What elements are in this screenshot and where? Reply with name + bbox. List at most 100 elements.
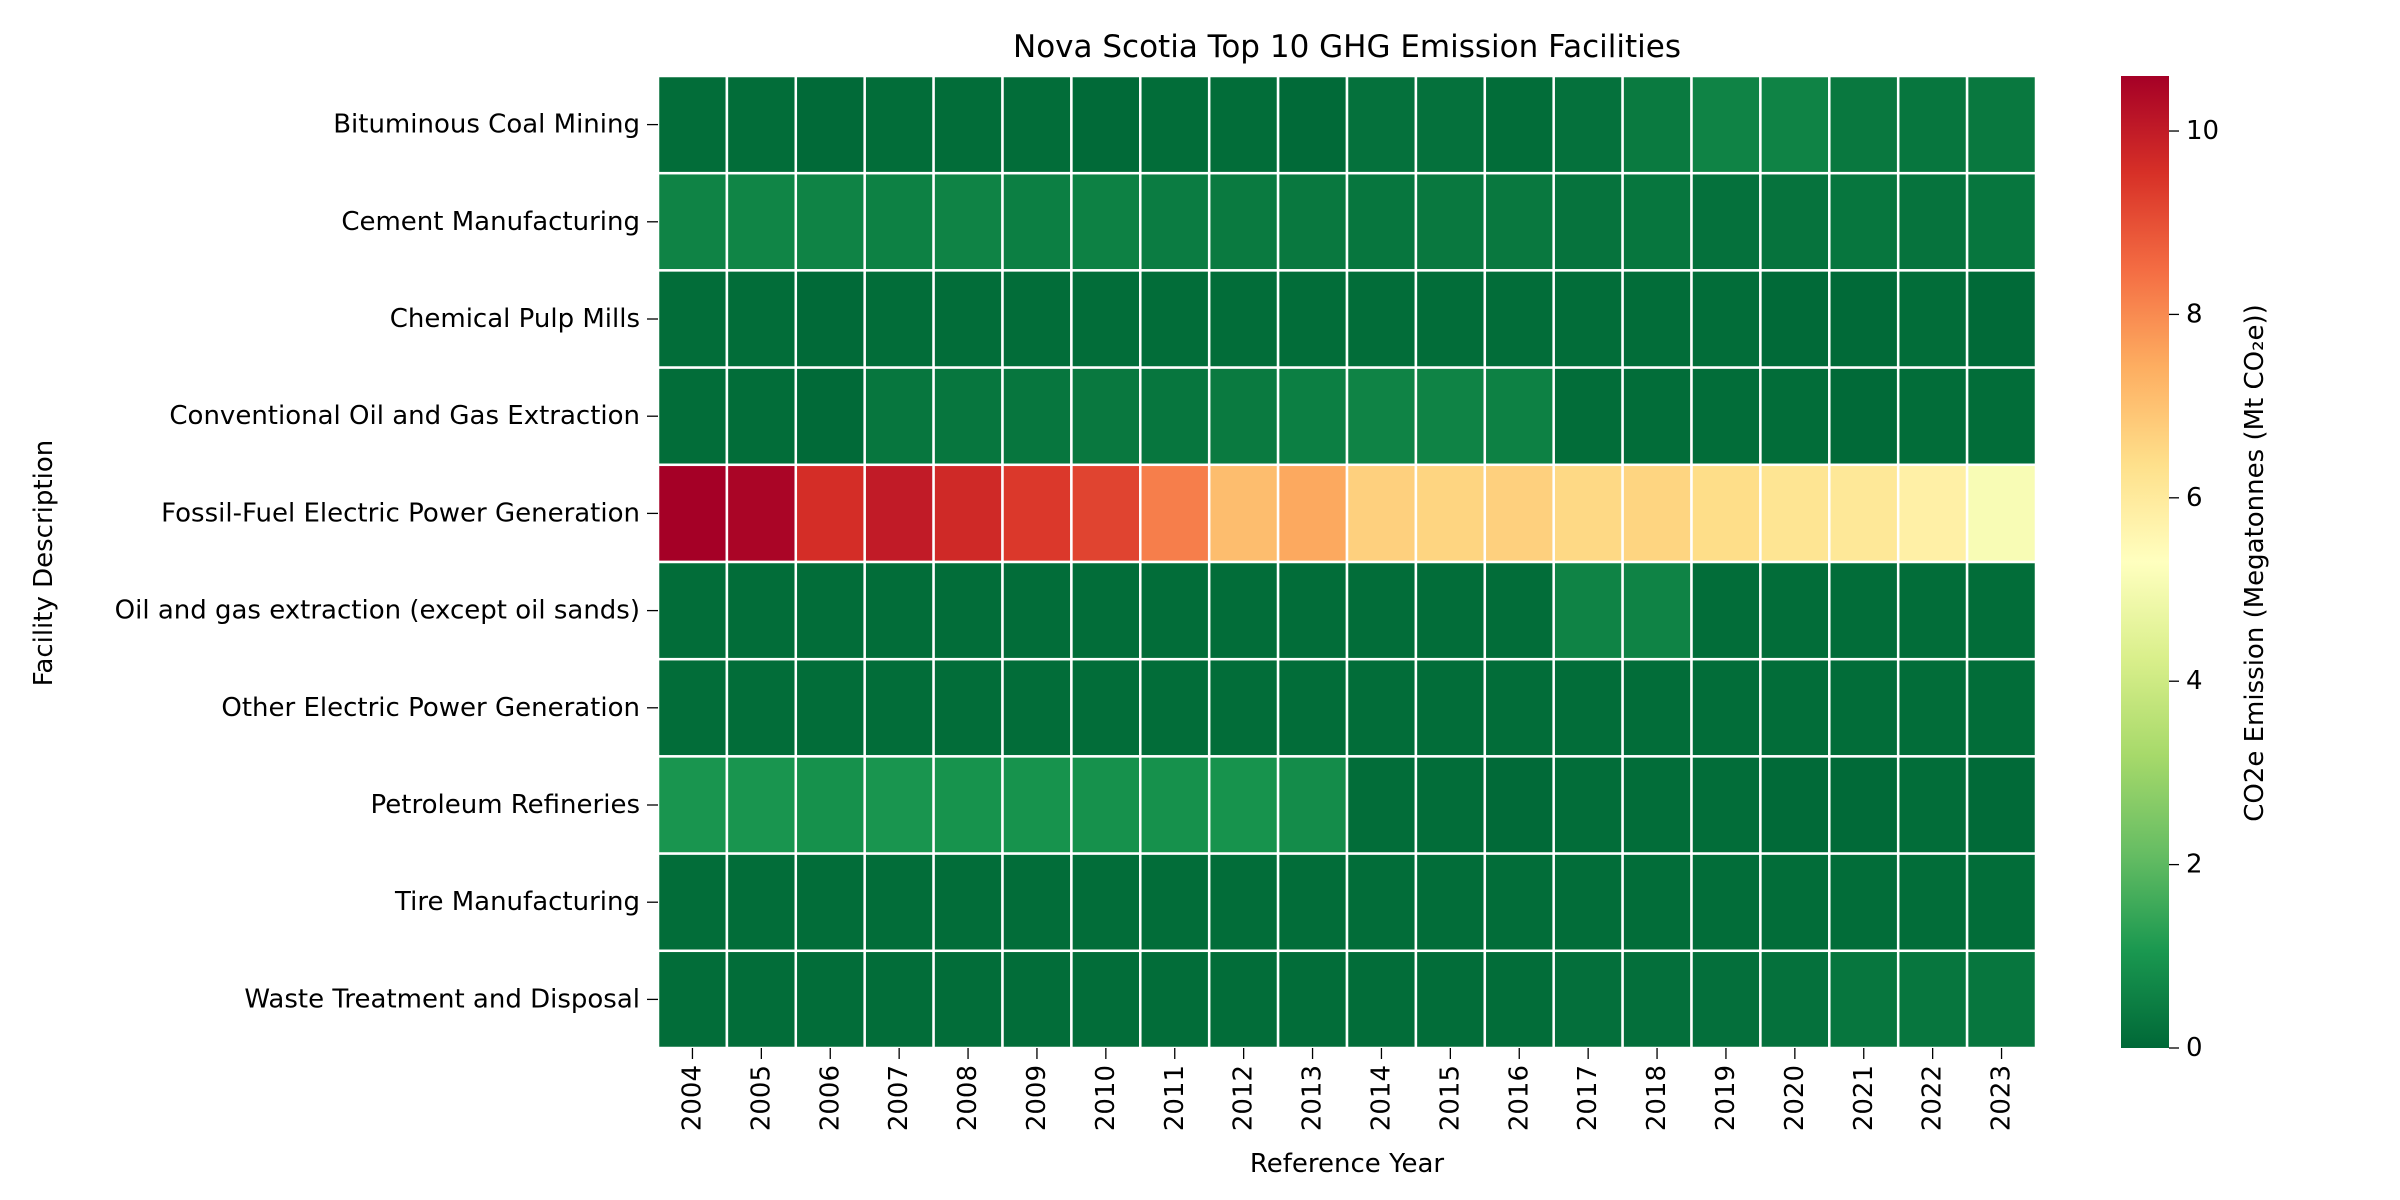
heatmap-cell [1207, 755, 1280, 855]
heatmap-cell [794, 560, 866, 661]
heatmap-cell [1965, 74, 2038, 175]
heatmap-cell [1759, 852, 1831, 953]
heatmap-cell [1965, 171, 2038, 272]
heatmap-cell [1552, 657, 1624, 758]
heatmap-cell [725, 949, 798, 1050]
colorbar-tick-label: 4 [2186, 666, 2203, 696]
heatmap-cell [1896, 74, 1969, 175]
heatmap-cell [794, 366, 866, 467]
heatmap-cell [1965, 463, 2038, 564]
heatmap-cell [1345, 269, 1418, 369]
heatmap-cell [656, 657, 729, 758]
heatmap-cell [1139, 560, 1211, 661]
heatmap-cell [1552, 269, 1624, 369]
x-tick-label: 2021 [1849, 1065, 1879, 1131]
x-tick-label: 2006 [815, 1065, 845, 1131]
heatmap-cell [1414, 949, 1487, 1050]
heatmap-cell [794, 755, 866, 855]
heatmap-cell [1965, 949, 2038, 1050]
heatmap-cell [1207, 657, 1280, 758]
heatmap-cell [725, 560, 798, 661]
heatmap-cell [1207, 74, 1280, 175]
heatmap-cell [725, 74, 798, 175]
heatmap-cell [1552, 852, 1624, 953]
heatmap-cell [725, 171, 798, 272]
heatmap-cells [656, 74, 2038, 1050]
heatmap-cell [1414, 74, 1487, 175]
x-tick-label: 2013 [1298, 1065, 1328, 1131]
heatmap-cell [1690, 949, 1762, 1050]
heatmap-cell [1139, 269, 1211, 369]
heatmap-cell [1139, 657, 1211, 758]
heatmap-cell [725, 657, 798, 758]
heatmap-cell [1621, 852, 1693, 953]
colorbar-tick-label: 10 [2186, 116, 2219, 146]
y-tick-label: Waste Treatment and Disposal [244, 984, 640, 1014]
heatmap-cell [1207, 269, 1280, 369]
heatmap-cell [932, 74, 1004, 175]
y-tick-label: Chemical Pulp Mills [390, 304, 640, 334]
heatmap-cell [1001, 171, 1073, 272]
heatmap-cell [1139, 463, 1211, 564]
heatmap-cell [863, 366, 935, 467]
heatmap-cell [1621, 74, 1693, 175]
heatmap-cell [1552, 463, 1624, 564]
y-tick-label: Oil and gas extraction (except oil sands… [115, 596, 640, 626]
heatmap-cell [725, 366, 798, 467]
heatmap-cell [1828, 560, 1900, 661]
heatmap-cell [1828, 657, 1900, 758]
heatmap-cell [863, 74, 935, 175]
heatmap-cell [863, 755, 935, 855]
heatmap-cell [1139, 755, 1211, 855]
heatmap-cell [1001, 657, 1073, 758]
heatmap-cell [1001, 74, 1073, 175]
x-axis-label: Reference Year [1250, 1149, 1445, 1179]
heatmap-cell [1759, 269, 1831, 369]
heatmap-cell [1759, 171, 1831, 272]
x-tick-label: 2011 [1160, 1065, 1190, 1131]
heatmap-cell [1414, 366, 1487, 467]
heatmap-cell [1828, 463, 1900, 564]
heatmap-cell [1759, 560, 1831, 661]
heatmap-cell [863, 171, 935, 272]
heatmap-cell [1896, 269, 1969, 369]
heatmap-cell [656, 366, 729, 467]
heatmap-cell [863, 852, 935, 953]
heatmap-cell [1552, 755, 1624, 855]
heatmap-cell [1414, 560, 1487, 661]
heatmap-cell [1345, 949, 1418, 1050]
heatmap-cell [1483, 949, 1555, 1050]
heatmap-cell [1207, 949, 1280, 1050]
heatmap-cell [1345, 171, 1418, 272]
heatmap-cell [794, 74, 866, 175]
heatmap-cell [1001, 463, 1073, 564]
heatmap-cell [1001, 949, 1073, 1050]
heatmap-cell [932, 463, 1004, 564]
heatmap-cell [1483, 560, 1555, 661]
heatmap-cell [794, 269, 866, 369]
heatmap-cell [1896, 949, 1969, 1050]
heatmap-cell [656, 74, 729, 175]
heatmap-cell [863, 657, 935, 758]
heatmap-cell [1828, 755, 1900, 855]
x-tick-label: 2007 [884, 1065, 914, 1131]
heatmap-cell [1414, 852, 1487, 953]
heatmap-cell [1552, 949, 1624, 1050]
heatmap-cell [1070, 949, 1142, 1050]
heatmap-cell [1759, 366, 1831, 467]
heatmap-cell [1690, 171, 1762, 272]
heatmap-cell [1070, 74, 1142, 175]
heatmap-cell [1345, 463, 1418, 564]
heatmap-cell [1621, 171, 1693, 272]
heatmap-cell [1070, 852, 1142, 953]
heatmap-cell [1828, 852, 1900, 953]
heatmap-cell [1345, 366, 1418, 467]
x-tick-label: 2016 [1504, 1065, 1534, 1131]
heatmap-cell [1552, 171, 1624, 272]
heatmap-cell [1345, 74, 1418, 175]
heatmap-cell [1001, 852, 1073, 953]
heatmap-cell [1001, 755, 1073, 855]
heatmap-cell [1828, 269, 1900, 369]
heatmap-cell [1483, 366, 1555, 467]
heatmap-cell [656, 463, 729, 564]
